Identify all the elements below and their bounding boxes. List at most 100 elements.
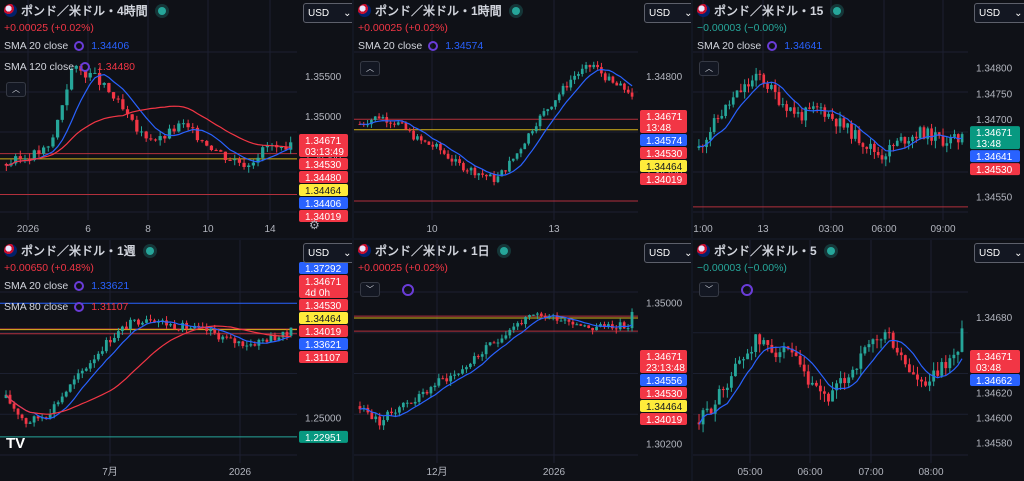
currency-selector[interactable]: USD ⌄	[974, 243, 1024, 263]
candle-body	[937, 132, 941, 136]
price-badge	[299, 134, 348, 157]
indicator-settings-icon[interactable]	[74, 281, 85, 291]
collapse-legend-button[interactable]: ︿	[699, 61, 719, 76]
candle-body	[940, 362, 944, 376]
candle-body	[861, 143, 865, 147]
candle-body	[516, 323, 520, 327]
symbol-title[interactable]: ポンド／米ドル・1週	[21, 244, 136, 258]
sma-line[interactable]	[6, 73, 291, 167]
price-badge-value: 1.34464	[305, 314, 342, 325]
candle-body	[892, 145, 895, 147]
indicator-settings-icon[interactable]	[402, 284, 414, 296]
candle-body	[48, 413, 52, 418]
chart-canvas[interactable]: 1.35500 1.35000 1.34500 2026 6 8 10 14 1.3467103…	[0, 0, 352, 238]
price-badge-value: 1.37292	[305, 264, 342, 275]
candle-body	[800, 112, 804, 121]
candle-body	[569, 79, 573, 88]
candle-body	[496, 176, 500, 182]
price-badge-value: 1.33621	[305, 340, 342, 351]
candle-body	[145, 319, 148, 323]
indicator-legend[interactable]: SMA 120 close 1.34480	[4, 61, 135, 73]
sma-line[interactable]	[698, 339, 963, 425]
candle-body	[412, 130, 415, 140]
collapse-legend-button[interactable]: ﹀	[699, 282, 719, 297]
sma-line[interactable]	[5, 325, 292, 415]
currency-selector[interactable]: USD ⌄	[644, 3, 691, 23]
currency-selector[interactable]: USD ⌄	[644, 243, 691, 263]
indicator-settings-icon[interactable]	[74, 302, 85, 312]
symbol-title[interactable]: ポンド／米ドル・5	[714, 244, 817, 258]
candle-body	[130, 114, 134, 120]
candle-body	[390, 411, 393, 414]
candle-body	[887, 332, 891, 334]
chevron-down-icon: ⌄	[1014, 7, 1023, 19]
indicator-legend[interactable]: SMA 20 close 1.33621	[4, 280, 129, 292]
symbol-title[interactable]: ポンド／米ドル・15	[714, 4, 824, 18]
candle-body	[724, 104, 727, 116]
indicator-value: 1.34406	[91, 40, 130, 52]
indicator-settings-icon[interactable]	[767, 41, 778, 51]
price-badge	[970, 163, 1020, 176]
indicator-legend[interactable]: SMA 20 close 1.34641	[697, 40, 822, 52]
symbol-title[interactable]: ポンド／米ドル・1時間	[375, 4, 502, 18]
chart-canvas[interactable]: 1.346801.346401.346201.346001.3458005:00…	[693, 240, 1024, 481]
symbol-title[interactable]: ポンド／米ドル・1日	[375, 244, 490, 258]
indicator-legend[interactable]: SMA 20 close 1.34574	[358, 40, 483, 52]
symbol-title[interactable]: ポンド／米ドル・4時間	[21, 4, 148, 18]
candle-body	[277, 337, 281, 341]
candle-body	[32, 150, 36, 161]
indicator-legend[interactable]: SMA 80 close 1.31107	[4, 301, 128, 313]
collapse-legend-button[interactable]: ︿	[360, 61, 380, 76]
candle-body	[16, 408, 20, 415]
candle-body	[796, 112, 800, 114]
candle-body	[555, 315, 559, 321]
currency-selector[interactable]: USD ⌄	[303, 243, 352, 263]
chart-canvas[interactable]: 1.348001.347501.347001.346001.345501:001…	[693, 0, 1024, 238]
candle-body	[394, 412, 397, 414]
candle-body	[583, 325, 587, 327]
sma-line[interactable]	[359, 315, 633, 418]
collapse-legend-button[interactable]: ﹀	[360, 282, 380, 297]
candle-body	[454, 159, 458, 162]
price-badge-value: 1.34530	[976, 165, 1013, 176]
candle-body	[504, 335, 508, 339]
candle-body	[429, 387, 433, 394]
price-badge	[640, 173, 687, 185]
indicator-settings-icon[interactable]	[80, 62, 91, 72]
price-badge-value: 1.34671	[646, 352, 683, 363]
candle-body	[944, 362, 948, 369]
chart-canvas[interactable]: 1.348001.3420010131.3467113:481.345741.3…	[354, 0, 691, 238]
tradingview-logo-icon[interactable]: TV	[6, 435, 26, 452]
candle-body	[912, 372, 915, 375]
candle-body	[867, 344, 871, 348]
candle-body	[746, 353, 749, 360]
currency-selector[interactable]: USD ⌄	[303, 3, 352, 23]
sma-line[interactable]	[6, 105, 291, 167]
price-badge	[970, 374, 1020, 386]
price-tick-label: 1.35000	[646, 298, 683, 309]
candle-body	[446, 153, 450, 159]
sma-line[interactable]	[698, 81, 963, 152]
sma-line[interactable]	[5, 320, 292, 420]
candle-body	[401, 402, 405, 408]
candle-body	[60, 105, 64, 120]
candle-body	[195, 127, 200, 141]
indicator-settings-icon[interactable]	[741, 284, 753, 296]
candle-body	[561, 85, 565, 95]
collapse-legend-button[interactable]: ︿	[6, 82, 26, 97]
candle-body	[899, 352, 903, 356]
candle-body	[404, 122, 408, 130]
chart-title: ポンド／米ドル・1日	[358, 242, 508, 259]
candle-body	[72, 379, 76, 385]
gear-icon[interactable]: ⚙	[309, 218, 320, 232]
indicator-settings-icon[interactable]	[74, 41, 85, 51]
price-badge-value: 1.34530	[646, 149, 683, 160]
candle-body	[720, 115, 724, 119]
chart-canvas[interactable]: 1.350001.310001.3020012月20261.3467123:13…	[354, 240, 691, 481]
indicator-legend[interactable]: SMA 20 close 1.34406	[4, 40, 129, 52]
currency-selector[interactable]: USD ⌄	[974, 3, 1024, 23]
sma-line[interactable]	[359, 68, 633, 177]
indicator-settings-icon[interactable]	[428, 41, 439, 51]
candle-body	[435, 143, 438, 147]
